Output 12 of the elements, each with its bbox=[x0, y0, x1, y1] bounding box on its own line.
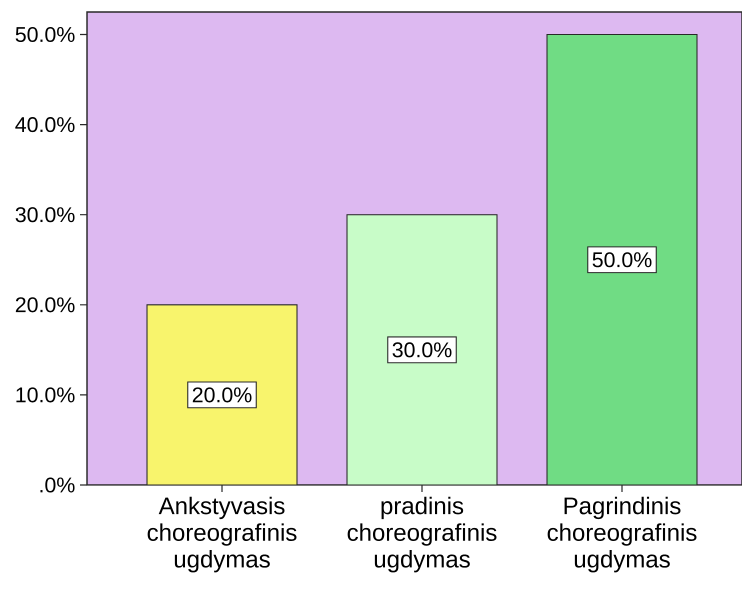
y-tick-label: 50.0% bbox=[16, 26, 75, 42]
y-tick-label: 20.0% bbox=[16, 297, 75, 312]
x-tick-label: Ankstyvasis choreografinis ugdymas bbox=[148, 496, 296, 572]
y-tick-label: 40.0% bbox=[15, 117, 75, 132]
y-tick-label: 10.0% bbox=[16, 387, 75, 402]
data-label: 50.0% bbox=[592, 252, 652, 268]
y-tick-label: .0% bbox=[40, 477, 75, 493]
x-tick-label: pradinis choreografinis ugdymas bbox=[348, 496, 496, 572]
y-tick-label: 30.0% bbox=[16, 207, 75, 222]
data-label: 20.0% bbox=[192, 387, 252, 402]
x-tick-label: Pagrindinis choreografinis ugdymas bbox=[548, 496, 696, 572]
data-label: 30.0% bbox=[392, 342, 452, 358]
